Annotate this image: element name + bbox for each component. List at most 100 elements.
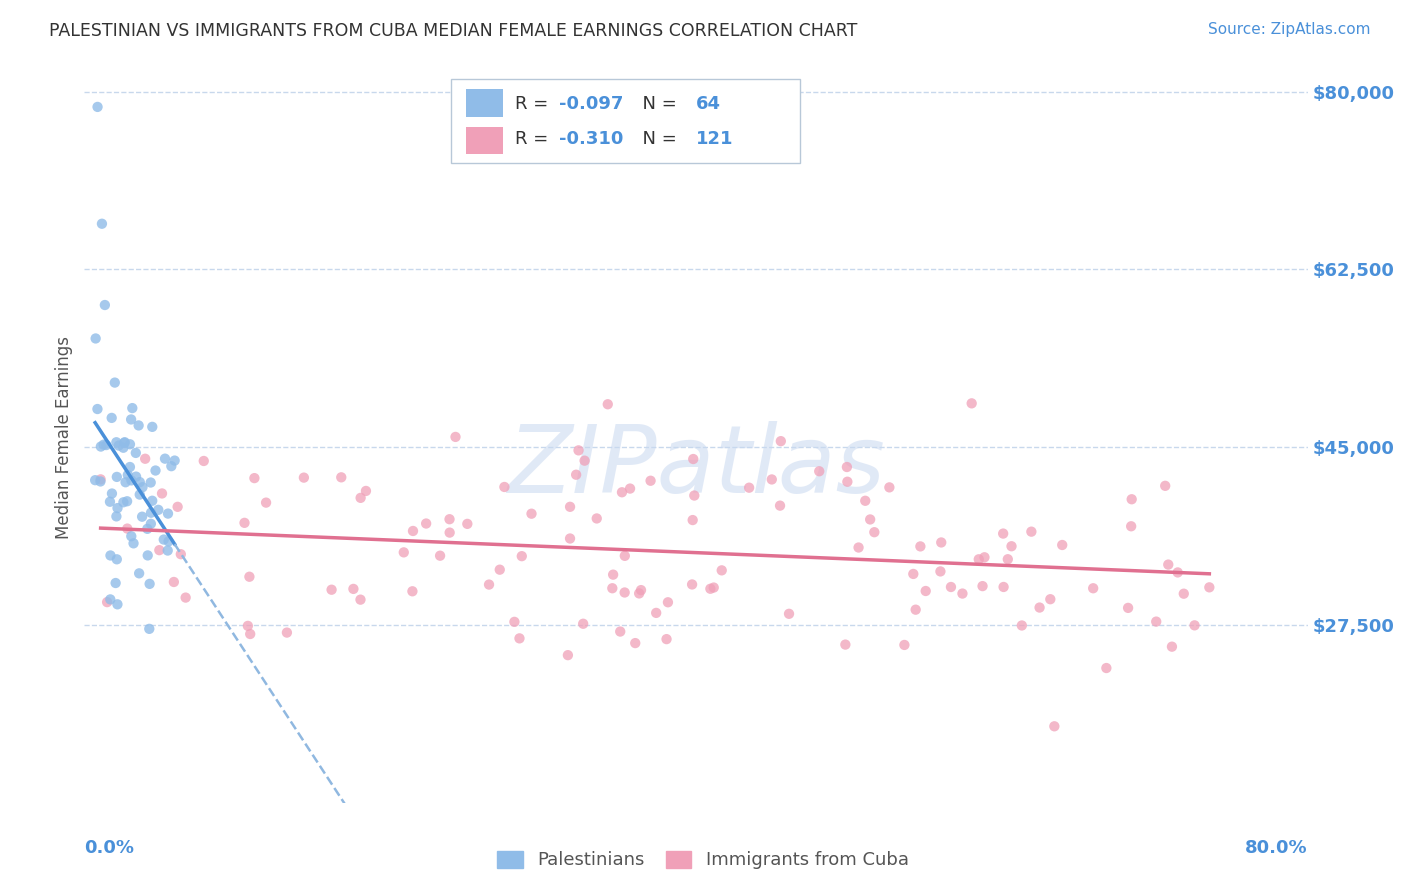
Point: [1043, 719, 1066, 733]
Point: [1198, 580, 1220, 594]
Point: [585, 511, 607, 525]
Point: [100, 549, 122, 563]
Point: [863, 525, 886, 540]
Point: [610, 485, 633, 500]
Point: [645, 606, 668, 620]
Point: [910, 540, 932, 554]
Point: [1021, 524, 1043, 539]
Point: [131, 480, 153, 494]
Point: [163, 574, 186, 589]
Point: [439, 512, 461, 526]
Point: [128, 475, 150, 489]
Point: [170, 547, 193, 561]
Point: [710, 563, 733, 577]
Point: [1157, 558, 1180, 572]
Point: [602, 567, 624, 582]
Point: [84, 331, 107, 345]
Point: [156, 543, 179, 558]
Point: [98, 494, 121, 508]
Point: [118, 460, 141, 475]
Point: [392, 545, 415, 559]
Point: [125, 446, 148, 460]
Point: [628, 586, 651, 600]
Point: [141, 493, 163, 508]
Point: [1050, 538, 1073, 552]
Point: [574, 453, 596, 467]
Point: [1154, 479, 1177, 493]
Point: [1039, 592, 1062, 607]
Point: [120, 412, 142, 426]
Point: [991, 526, 1014, 541]
Point: [558, 500, 581, 514]
Point: [90, 472, 112, 486]
Point: [139, 516, 162, 531]
Point: [157, 534, 180, 549]
Point: [879, 480, 901, 494]
Point: [640, 474, 662, 488]
Point: [276, 625, 298, 640]
Point: [769, 499, 792, 513]
Point: [174, 591, 197, 605]
Point: [488, 563, 510, 577]
Point: [655, 632, 678, 647]
Point: [596, 397, 619, 411]
Point: [939, 580, 962, 594]
Point: [163, 453, 186, 467]
Point: [128, 566, 150, 581]
Point: [683, 489, 706, 503]
Point: [117, 522, 139, 536]
Point: [89, 475, 111, 489]
Point: [613, 585, 636, 599]
Point: [156, 507, 179, 521]
Point: [321, 582, 343, 597]
Point: [456, 516, 478, 531]
Point: [972, 579, 994, 593]
Point: [444, 430, 467, 444]
Point: [105, 552, 128, 566]
Point: [630, 583, 652, 598]
Point: [893, 638, 915, 652]
Text: 64: 64: [696, 95, 721, 113]
Point: [510, 549, 533, 564]
Legend: Palestinians, Immigrants from Cuba: Palestinians, Immigrants from Cuba: [488, 842, 918, 879]
Point: [520, 507, 543, 521]
Point: [91, 217, 114, 231]
Point: [929, 535, 952, 549]
Point: [96, 438, 118, 452]
Point: [105, 435, 128, 450]
Point: [148, 503, 170, 517]
Point: [96, 595, 118, 609]
Point: [330, 470, 353, 484]
Point: [657, 595, 679, 609]
Point: [929, 565, 952, 579]
Point: [609, 624, 631, 639]
Point: [101, 486, 124, 500]
Point: [139, 506, 162, 520]
Point: [1173, 587, 1195, 601]
Text: 0.0%: 0.0%: [84, 839, 135, 857]
Point: [952, 586, 974, 600]
Point: [134, 451, 156, 466]
Point: [100, 410, 122, 425]
Point: [107, 438, 129, 452]
Point: [699, 582, 721, 596]
Point: [86, 100, 108, 114]
Point: [166, 500, 188, 514]
Point: [118, 437, 141, 451]
Point: [402, 524, 425, 538]
Point: [439, 525, 461, 540]
Bar: [465, 88, 503, 117]
Point: [117, 467, 139, 482]
Point: [508, 632, 530, 646]
Point: [703, 581, 725, 595]
Point: [107, 501, 129, 516]
Point: [503, 615, 526, 629]
Point: [835, 460, 858, 475]
Point: [565, 467, 588, 482]
Point: [558, 532, 581, 546]
Point: [1116, 600, 1139, 615]
Point: [145, 463, 167, 477]
Point: [1161, 640, 1184, 654]
Point: [967, 552, 990, 566]
Point: [904, 602, 927, 616]
